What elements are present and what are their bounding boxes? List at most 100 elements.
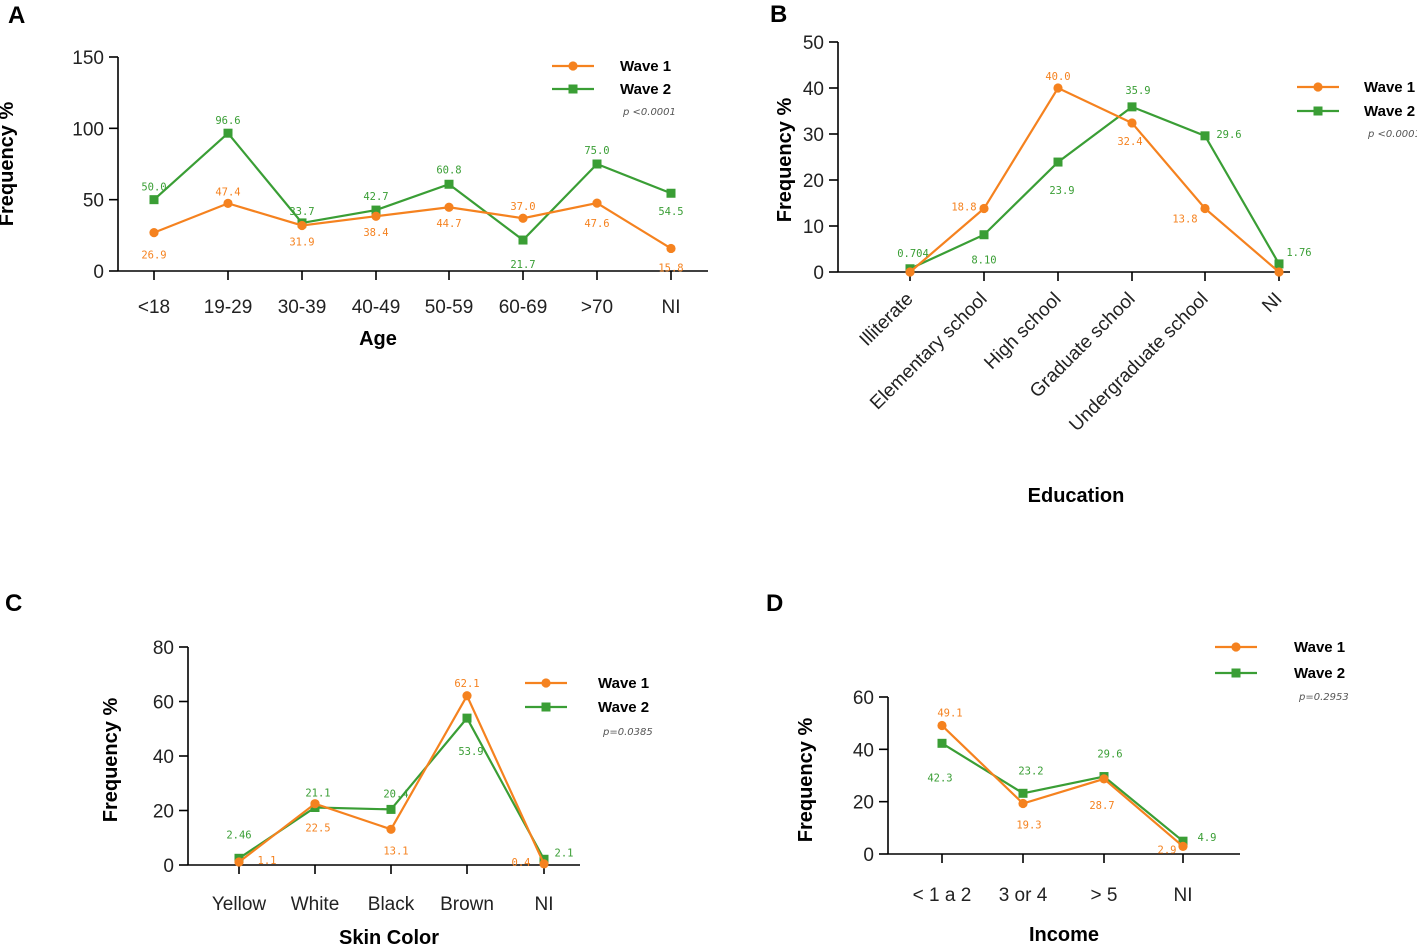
series-line-wave2 [909, 105, 1280, 270]
data-label-wave1: 37.0 [510, 201, 535, 213]
data-label-wave1: 47.6 [584, 218, 609, 230]
x-tick-label: 50-59 [425, 297, 474, 318]
series-line-wave2 [153, 131, 672, 242]
series-line-wave1 [941, 724, 1184, 848]
legend-label-wave2: Wave 2 [598, 699, 649, 716]
data-label-wave1: 18.8 [951, 202, 976, 214]
p-value: p <0.0001 [622, 107, 676, 118]
y-axis-title: Frequency % [0, 102, 18, 227]
panel-letter: C [5, 590, 22, 617]
legend-label-wave1: Wave 1 [620, 58, 671, 75]
data-label-wave2: 53.9 [458, 746, 483, 758]
data-label-wave2: 33.7 [289, 206, 314, 218]
data-label-wave1: 62.1 [454, 678, 479, 690]
x-axis-title: Age [359, 328, 397, 350]
data-label-wave2: 2.46 [226, 829, 251, 841]
series-line-wave1 [909, 86, 1280, 273]
panel-letter: A [8, 2, 25, 29]
y-tick-label: 40 [153, 747, 174, 768]
legend-label-wave2: Wave 2 [1294, 665, 1345, 682]
y-tick-label: 50 [83, 191, 104, 212]
y-tick-label: 40 [853, 740, 874, 761]
x-tick-label: 3 or 4 [999, 885, 1048, 906]
data-point-wave2 [149, 195, 159, 205]
data-point-wave2 [371, 205, 381, 215]
data-point-wave1 [371, 211, 381, 221]
legend-marker-wave1 [1231, 642, 1241, 652]
data-point-wave1 [462, 691, 472, 701]
y-tick-label: 60 [153, 693, 174, 714]
x-tick-label: > 5 [1091, 885, 1118, 906]
data-label-wave2: 42.7 [363, 191, 388, 203]
x-axis-title: Income [1029, 924, 1099, 946]
y-axis-title: Frequency % [774, 98, 796, 223]
chart-C: C 0 20 40 60 80 Yellow White Black Brown NI Skin Co… [5, 590, 653, 949]
legend-label-wave2: Wave 2 [620, 81, 671, 98]
data-point-wave1 [592, 198, 602, 208]
data-point-wave1 [149, 228, 159, 238]
data-label-wave2: 54.5 [658, 206, 683, 218]
data-label-wave2: 2.1 [555, 847, 574, 859]
data-label-wave2: 21.7 [510, 259, 535, 271]
data-label-wave2: 50.0 [141, 182, 166, 194]
data-label-wave1: 38.4 [363, 227, 388, 239]
data-label-wave1: 2.9 [1158, 844, 1177, 856]
legend-marker-wave2 [541, 702, 551, 712]
legend-label-wave1: Wave 1 [1364, 79, 1415, 96]
data-label-wave2: 23.2 [1018, 765, 1043, 777]
data-point-wave1 [234, 857, 244, 867]
panel-letter: B [770, 1, 787, 28]
y-axis-title: Frequency % [100, 698, 122, 823]
data-point-wave2 [1200, 131, 1210, 141]
data-point-wave2 [592, 159, 602, 169]
data-point-wave1 [905, 267, 915, 277]
x-tick-label: < 1 a 2 [913, 885, 972, 906]
legend-label-wave1: Wave 1 [1294, 639, 1345, 656]
data-label-wave1: 40.0 [1045, 71, 1070, 83]
legend-marker-wave1 [541, 678, 551, 688]
data-label-wave2: 29.6 [1097, 749, 1122, 761]
data-point-wave1 [310, 799, 320, 809]
legend-marker-wave2 [568, 84, 578, 94]
y-tick-label: 10 [803, 217, 824, 238]
y-tick-label: 150 [72, 48, 104, 69]
legend-marker-wave2 [1313, 106, 1323, 116]
x-axis-title: Education [1028, 485, 1125, 507]
data-point-wave1 [1099, 774, 1109, 784]
x-tick-label: <18 [138, 297, 170, 318]
y-tick-label: 40 [803, 79, 824, 100]
legend-marker-wave1 [568, 61, 578, 71]
data-label-wave1: 49.1 [937, 708, 962, 720]
data-point-wave2 [386, 804, 396, 814]
p-value: p=0.0385 [602, 727, 653, 738]
data-label-wave1: 47.4 [215, 186, 240, 198]
data-point-wave1 [386, 824, 396, 834]
data-label-wave1: 31.9 [289, 236, 314, 248]
x-tick-label: NI [535, 894, 554, 915]
y-tick-label: 30 [803, 125, 824, 146]
p-value: p <0.0001 [1367, 129, 1417, 140]
legend-label-wave1: Wave 1 [598, 675, 649, 692]
data-label-wave2: 42.3 [927, 772, 952, 784]
series-line-wave1 [238, 693, 546, 865]
chart-A: A 0 50 100 150 <18 19-29 30-39 40-49 50-59 60-69 >7… [0, 2, 708, 350]
x-tick-label: 60-69 [499, 297, 548, 318]
chart-D: D 0 20 40 60 < 1 a 2 3 or 4 > 5 NI Income Frequenc… [766, 590, 1349, 946]
data-point-wave1 [1053, 83, 1063, 93]
data-point-wave2 [223, 128, 233, 138]
y-tick-label: 20 [153, 802, 174, 823]
data-point-wave2 [1127, 102, 1137, 112]
data-point-wave1 [666, 243, 676, 254]
data-label-wave1: 26.9 [141, 250, 166, 262]
data-label-wave2: 0.704 [897, 248, 929, 260]
data-point-wave1 [1018, 798, 1028, 809]
y-tick-label: 20 [803, 171, 824, 192]
data-point-wave1 [1274, 267, 1284, 277]
legend-marker-wave2 [1231, 668, 1241, 678]
data-label-wave1: 19.3 [1016, 819, 1041, 831]
data-point-wave1 [937, 720, 947, 731]
data-label-wave1: 0.4 [512, 857, 531, 869]
data-point-wave1 [444, 202, 454, 212]
data-label-wave1: 13.8 [1172, 214, 1197, 226]
